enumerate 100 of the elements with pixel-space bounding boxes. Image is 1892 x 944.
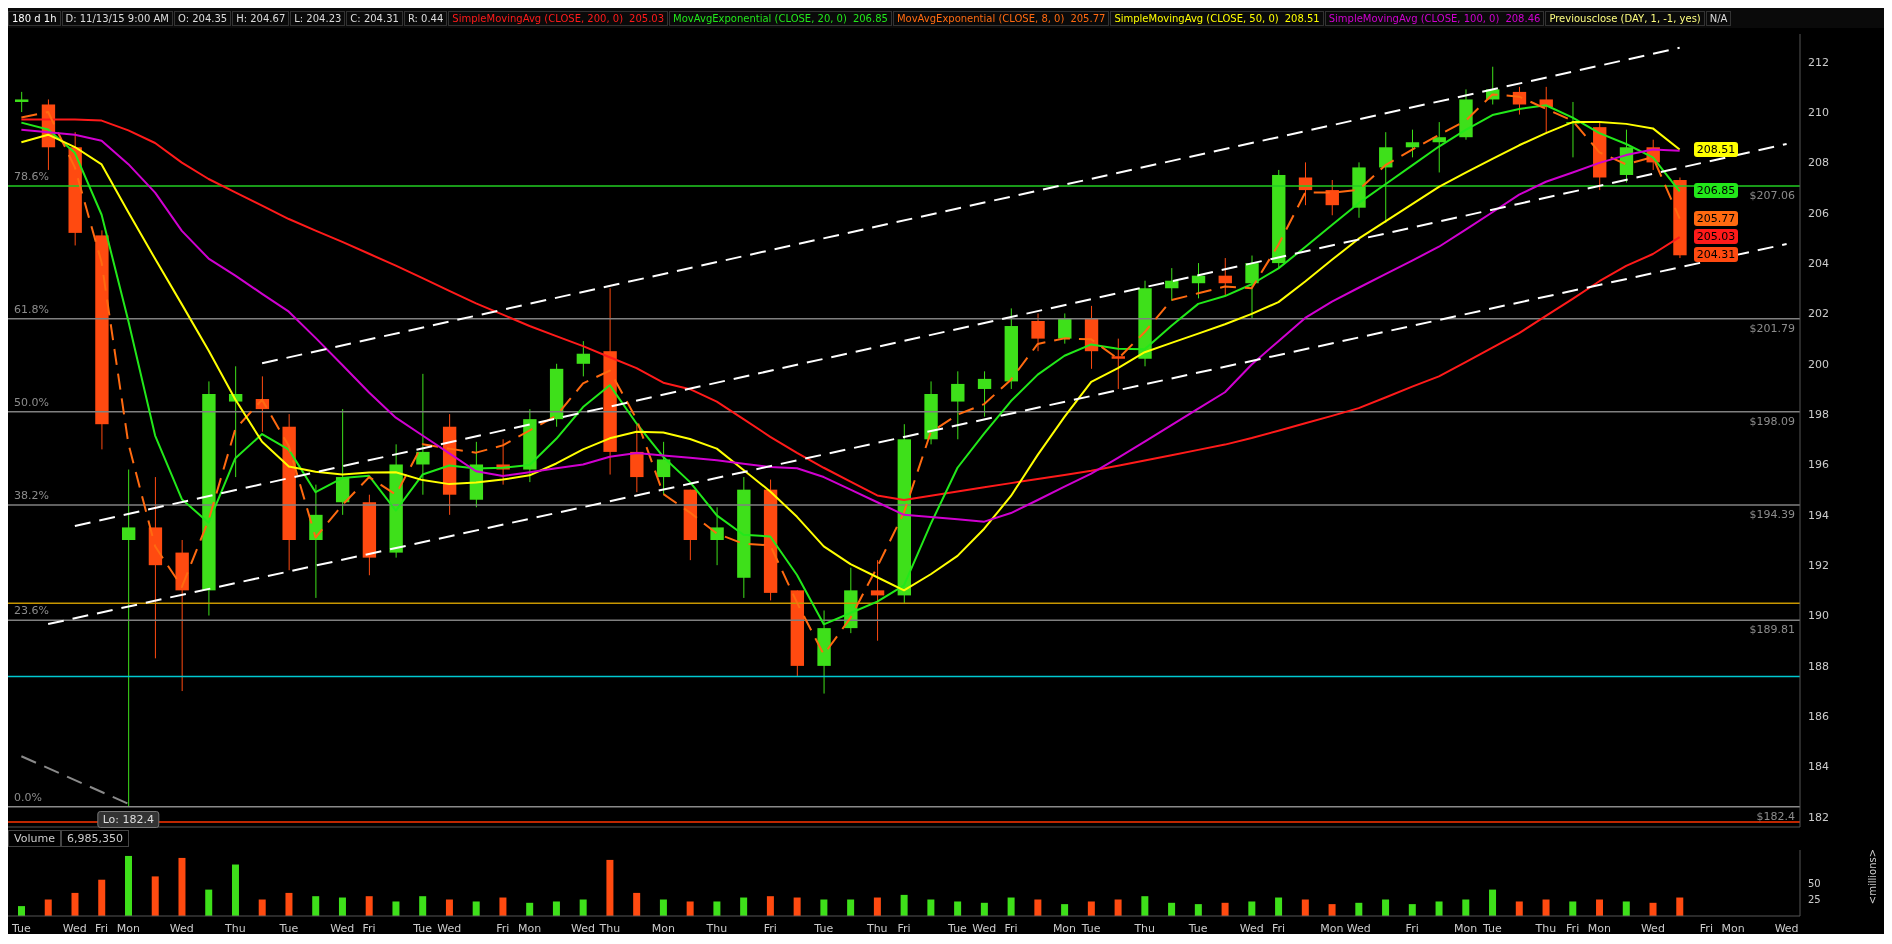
x-tick-label: Wed xyxy=(1640,921,1665,935)
x-tick-label: Fri xyxy=(95,921,109,935)
y-tick-label: 194 xyxy=(1808,508,1829,522)
chart-title: 180 d 1h xyxy=(8,10,61,26)
data-label: 208.51 xyxy=(1693,141,1739,157)
x-tick-label: Mon xyxy=(1052,921,1077,935)
ref-line-label: $201.79 xyxy=(1749,321,1795,335)
data-label: 206.85 xyxy=(1693,183,1739,199)
y-tick-label: 202 xyxy=(1808,307,1829,321)
annotation: 61.8% xyxy=(14,302,49,316)
x-tick-label: Thu xyxy=(705,921,728,935)
x-tick-label: Wed xyxy=(62,921,87,935)
ref-line-label: $182.4 xyxy=(1756,809,1795,823)
x-tick-label: Tue xyxy=(1080,921,1101,935)
y-tick-label: 200 xyxy=(1808,357,1829,371)
x-tick-label: Wed xyxy=(1239,921,1264,935)
y-tick-label: 210 xyxy=(1808,105,1829,119)
text: L: 204.23 xyxy=(290,10,346,26)
text: O: 204.35 xyxy=(173,10,232,26)
y-tick-label: 184 xyxy=(1808,760,1829,774)
y-axis-title: <millions> xyxy=(1867,848,1879,904)
x-tick-label: Tue xyxy=(813,921,834,935)
y-tick-label: 190 xyxy=(1808,609,1829,623)
x-tick-label: Fri xyxy=(1004,921,1018,935)
text: MovAvgExponential (CLOSE, 8, 0) xyxy=(896,12,1065,24)
y-tick-label: 204 xyxy=(1808,256,1829,270)
x-tick-label: Mon xyxy=(517,921,542,935)
x-tick-label: Mon xyxy=(1721,921,1745,935)
x-tick-label: Wed xyxy=(1774,921,1799,935)
x-tick-label: Wed xyxy=(169,921,194,935)
text: Previousclose (DAY, 1, -1, yes) xyxy=(1545,10,1705,26)
y-tick-label: 186 xyxy=(1808,710,1829,724)
annotation: 23.6% xyxy=(14,604,49,618)
x-tick-label: Mon xyxy=(651,921,675,935)
x-tick-label: Mon xyxy=(1320,921,1344,935)
x-tick-label: Thu xyxy=(865,921,888,935)
text: 205.03 xyxy=(629,12,665,24)
text: SimpleMovingAvg (CLOSE, 50, 0) xyxy=(1114,12,1279,24)
data-label: 205.77 xyxy=(1693,210,1739,226)
text: C: 204.31 xyxy=(346,10,403,26)
x-tick-label: Fri xyxy=(1699,921,1713,935)
x-tick-label: Tue xyxy=(1187,921,1208,935)
ref-line-label: $189.81 xyxy=(1749,623,1795,637)
ref-line-label: $194.39 xyxy=(1749,507,1795,521)
data-label: 205.03 xyxy=(1693,229,1739,245)
text: N/A xyxy=(1705,10,1732,26)
x-tick-label: Fri xyxy=(496,921,510,935)
x-tick-label: Fri xyxy=(1566,921,1580,935)
text: MovAvgExponential (CLOSE, 20, 0) xyxy=(673,12,847,24)
text: 206.85 xyxy=(852,12,888,24)
y-tick-label: 206 xyxy=(1808,206,1829,220)
text: R: 0.44 xyxy=(403,10,448,26)
x-tick-label: Wed xyxy=(437,921,462,935)
annotation: 50.0% xyxy=(14,395,49,409)
y-tick-label: 208 xyxy=(1808,156,1829,170)
y-tick-label: 192 xyxy=(1808,559,1829,573)
x-tick-label: Wed xyxy=(330,921,355,935)
x-tick-label: Thu xyxy=(1534,921,1557,935)
text: 205.77 xyxy=(1070,12,1106,24)
y-tick-label: 198 xyxy=(1808,408,1829,422)
x-tick-label: Mon xyxy=(116,921,140,935)
text: H: 204.67 xyxy=(232,10,290,26)
annotation: 78.6% xyxy=(14,170,49,184)
text: 208.46 xyxy=(1505,12,1541,24)
x-tick-label: Tue xyxy=(10,921,31,935)
y-tick-label: 182 xyxy=(1808,810,1829,824)
y-tick-label: 212 xyxy=(1808,55,1829,69)
x-tick-label: Fri xyxy=(1271,921,1285,935)
x-tick-label: Wed xyxy=(1346,921,1371,935)
x-tick-label: Mon xyxy=(1454,921,1478,935)
annotation: Lo: 182.4 xyxy=(97,810,160,828)
text: SimpleMovingAvg (CLOSE, 100, 0) xyxy=(1328,12,1500,24)
ref-line-label: $207.06 xyxy=(1749,188,1795,202)
x-tick-label: Fri xyxy=(1405,921,1419,935)
y-tick-label: 196 xyxy=(1808,458,1829,472)
x-tick-label: Thu xyxy=(224,921,246,935)
x-tick-label: Mon xyxy=(1587,921,1612,935)
x-tick-label: Thu xyxy=(598,921,621,935)
ref-line-label: $198.09 xyxy=(1749,414,1795,428)
x-tick-label: Thu xyxy=(1133,921,1156,935)
x-tick-label: Wed xyxy=(972,921,997,935)
text: SimpleMovingAvg (CLOSE, 200, 0) xyxy=(452,12,624,24)
annotation: 38.2% xyxy=(14,489,49,503)
chart-title: Volume xyxy=(8,830,61,847)
x-tick-label: Tue xyxy=(947,921,968,935)
annotation: 0.0% xyxy=(14,790,42,804)
x-tick-label: Fri xyxy=(362,921,376,935)
text: 204.31 xyxy=(1696,248,1736,262)
text: D: 11/13/15 9:00 AM xyxy=(61,10,173,26)
text: 208.51 xyxy=(1284,12,1320,24)
x-tick-label: Wed xyxy=(571,921,596,935)
y-tick-label: 25 xyxy=(1808,894,1821,906)
x-tick-label: Fri xyxy=(897,921,911,935)
x-tick-label: Tue xyxy=(412,921,433,935)
text: 6,985,350 xyxy=(60,830,129,847)
y-tick-label: 50 xyxy=(1808,877,1821,889)
x-tick-label: Tue xyxy=(1482,921,1503,935)
x-tick-label: Fri xyxy=(763,921,777,935)
x-tick-label: Tue xyxy=(278,921,299,935)
y-tick-label: 188 xyxy=(1808,659,1829,673)
